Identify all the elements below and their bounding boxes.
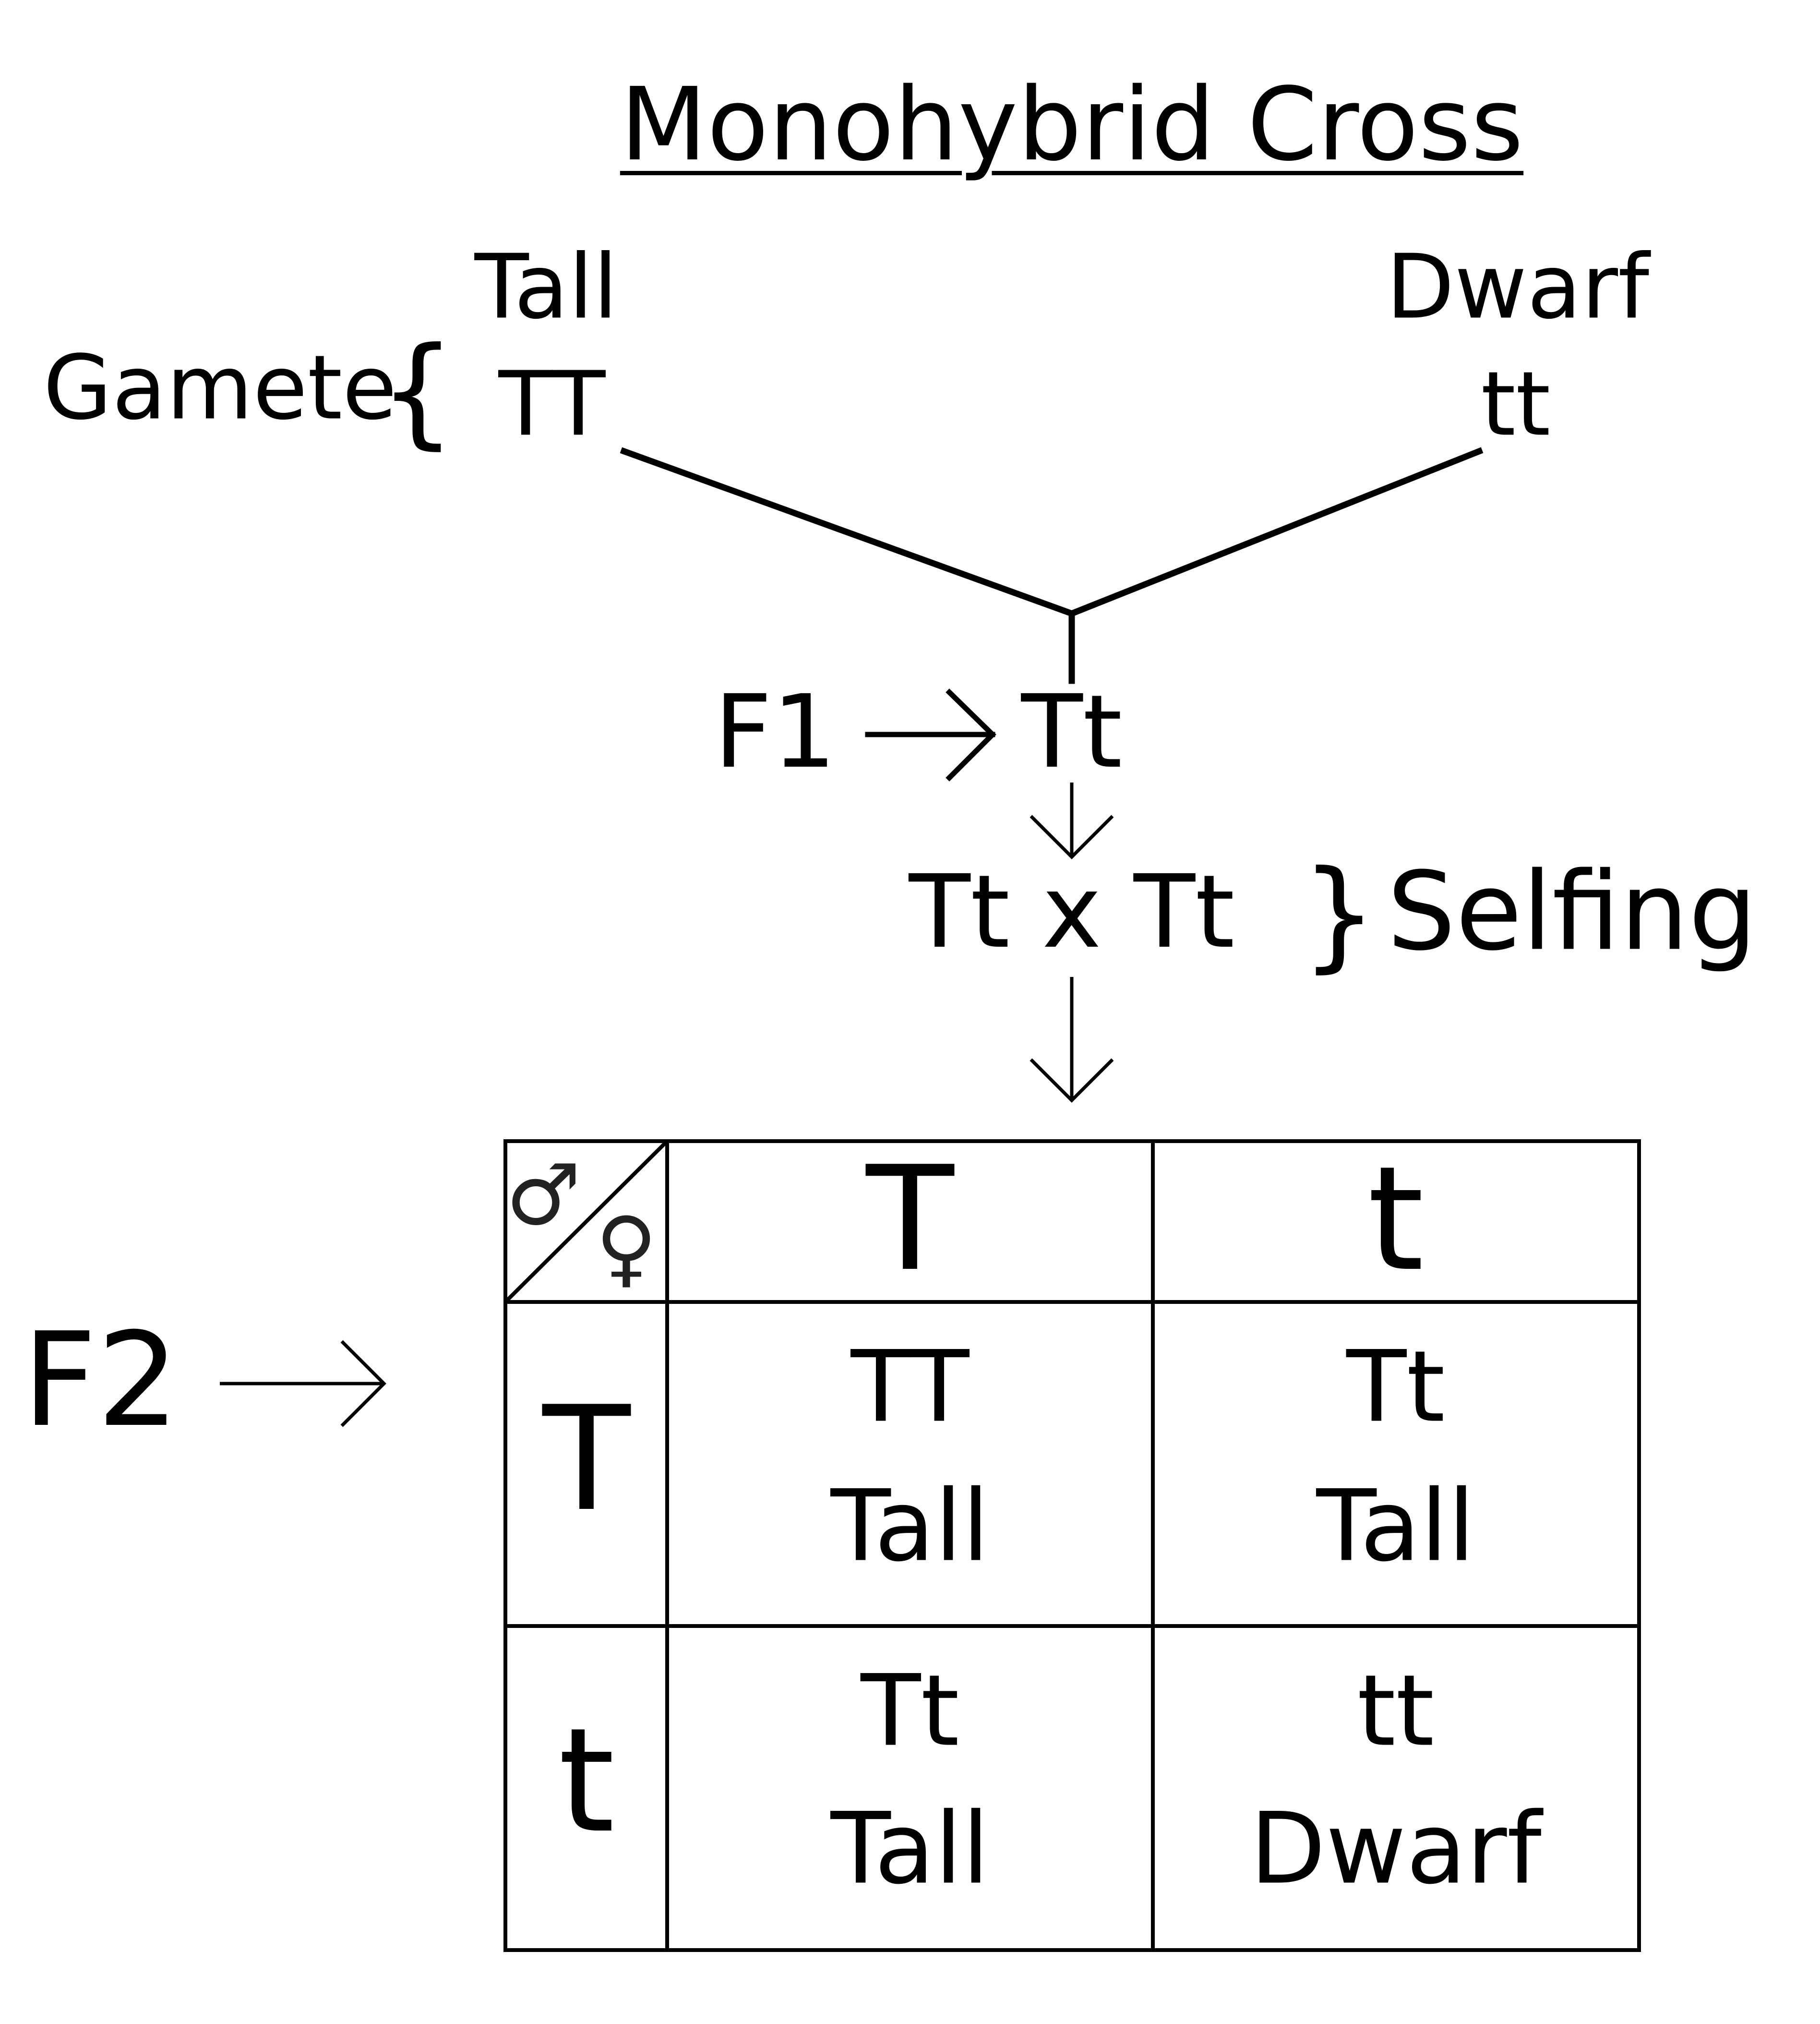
f1-arrow-icon [865,688,996,782]
corner-diagonal [504,1140,669,1303]
right-parent-genotype: tt [1481,352,1551,456]
cell-phenotype: Tall [1316,1469,1475,1584]
arrow-down-icon [1030,977,1114,1103]
column-header-t: t [1367,1135,1424,1303]
left-parent-genotype: TT [498,352,606,456]
page-title: Monohybrid Cross [620,66,1524,183]
column-header-T: T [866,1135,954,1303]
cell-genotype: TT [850,1330,970,1445]
cross-line-right [1067,447,1484,618]
f1-genotype: Tt [1021,673,1123,791]
cell-phenotype: Tall [830,1469,990,1584]
male-symbol-icon: ♂ [505,1146,581,1244]
gamete-brace: { [381,321,454,461]
left-parent-phenotype: Tall [474,235,618,339]
female-symbol-icon: ♀ [595,1199,658,1297]
selfing-brace: } [1303,844,1376,984]
row-header-t: t [558,1697,615,1865]
cell-phenotype: Dwarf [1250,1792,1542,1906]
right-parent-phenotype: Dwarf [1386,235,1650,339]
arrow-down-icon [1030,783,1114,859]
f2-label: F2 [22,1304,180,1456]
selfing-label: Selfing [1387,849,1757,975]
f2-arrow-icon [220,1340,386,1427]
cell-genotype: tt [1357,1654,1435,1769]
selfing-cross: Tt x Tt [909,853,1235,971]
cell-phenotype: Tall [830,1792,990,1906]
cell-genotype: Tt [1346,1330,1445,1445]
row-header-T: T [542,1375,631,1543]
f1-label: F1 [714,673,837,791]
punnett-grid [503,1139,1641,1952]
cell-genotype: Tt [861,1654,959,1769]
cross-line-left [620,447,1076,618]
gamete-label: Gamete [43,336,397,440]
